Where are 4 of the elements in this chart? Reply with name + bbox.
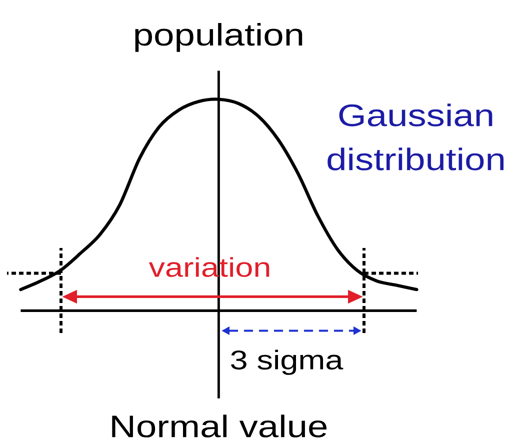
x-axis-title: Normal value [112, 414, 327, 438]
annotation: Gaussian distribution [328, 104, 504, 170]
text: 3 sigma [231, 350, 344, 375]
y-axis-title: population [135, 22, 302, 52]
